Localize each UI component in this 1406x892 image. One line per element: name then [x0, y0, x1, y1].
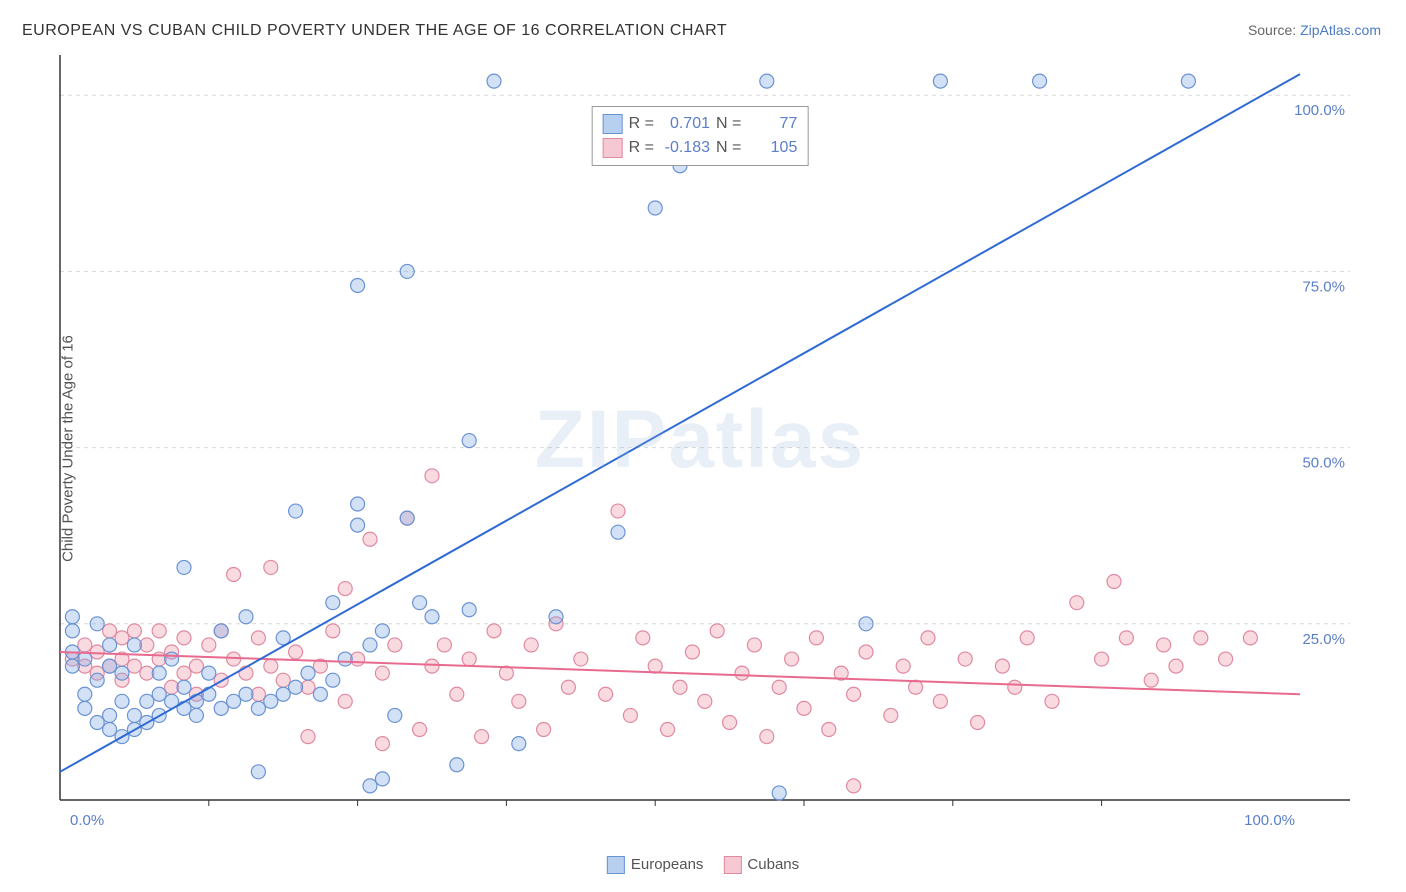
svg-text:0.0%: 0.0%: [70, 812, 104, 829]
n-value-europeans: 77: [747, 115, 797, 133]
source-link[interactable]: ZipAtlas.com: [1300, 22, 1381, 38]
legend-swatch-europeans: [603, 114, 623, 134]
stat-row-europeans: R = 0.701 N = 77: [603, 112, 798, 136]
r-label: R =: [629, 115, 654, 133]
n-label-2: N =: [716, 139, 741, 157]
n-label: N =: [716, 115, 741, 133]
stat-row-cubans: R = -0.183 N = 105: [603, 136, 798, 160]
legend-label-cubans: Cubans: [747, 856, 799, 873]
legend-item-europeans: Europeans: [607, 856, 704, 874]
legend-label-europeans: Europeans: [631, 856, 704, 873]
legend-swatch-europeans-bottom: [607, 856, 625, 874]
r-label-2: R =: [629, 139, 654, 157]
legend-swatch-cubans-bottom: [723, 856, 741, 874]
legend-bottom: Europeans Cubans: [607, 856, 799, 874]
legend-item-cubans: Cubans: [723, 856, 799, 874]
stat-legend: R = 0.701 N = 77 R = -0.183 N = 105: [592, 106, 809, 166]
y-axis-label: Child Poverty Under the Age of 16: [60, 335, 77, 562]
n-value-cubans: 105: [747, 139, 797, 157]
svg-text:100.0%: 100.0%: [1244, 812, 1295, 829]
svg-text:100.0%: 100.0%: [1294, 102, 1345, 119]
r-value-cubans: -0.183: [660, 139, 710, 157]
r-value-europeans: 0.701: [660, 115, 710, 133]
svg-text:50.0%: 50.0%: [1302, 455, 1345, 472]
svg-text:25.0%: 25.0%: [1302, 631, 1345, 648]
svg-text:75.0%: 75.0%: [1302, 278, 1345, 295]
legend-swatch-cubans: [603, 138, 623, 158]
source-prefix: Source:: [1248, 22, 1300, 38]
chart-area: Child Poverty Under the Age of 16 ZIPatl…: [50, 50, 1350, 830]
source-label: Source: ZipAtlas.com: [1248, 22, 1381, 38]
scatter-chart: 25.0% 50.0% 75.0% 100.0% 0.0% 100.0%: [50, 50, 1350, 830]
chart-title: EUROPEAN VS CUBAN CHILD POVERTY UNDER TH…: [22, 22, 727, 40]
